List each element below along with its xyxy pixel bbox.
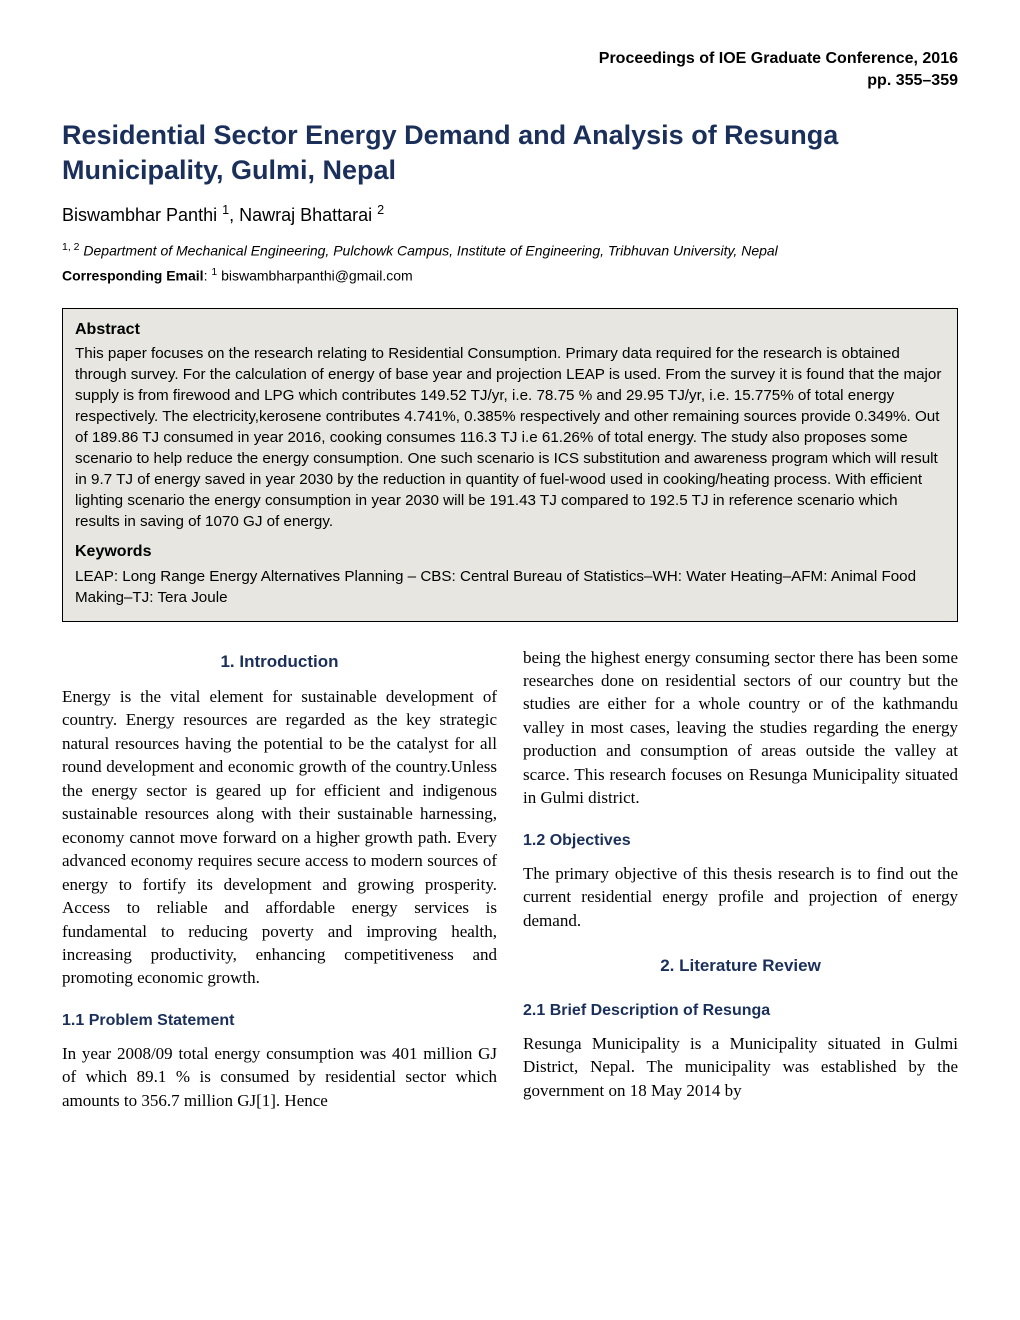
author-sep: , <box>229 205 239 225</box>
left-column: 1. Introduction Energy is the vital elem… <box>62 646 497 1113</box>
author-2-sup: 2 <box>377 203 384 217</box>
authors-line: Biswambhar Panthi 1, Nawraj Bhattarai 2 <box>62 202 958 228</box>
affiliation-text: Department of Mechanical Engineering, Pu… <box>80 243 778 259</box>
column-2-continuation: being the highest energy consuming secto… <box>523 646 958 810</box>
paper-title: Residential Sector Energy Demand and Ana… <box>62 118 958 188</box>
corresponding-label: Corresponding Email <box>62 268 204 284</box>
author-1: Biswambhar Panthi <box>62 205 222 225</box>
affiliation-sup: 1, 2 <box>62 241 80 253</box>
intro-paragraph: Energy is the vital element for sustaina… <box>62 685 497 990</box>
header-meta: Proceedings of IOE Graduate Conference, … <box>62 48 958 92</box>
objectives-paragraph: The primary objective of this thesis res… <box>523 862 958 932</box>
abstract-heading: Abstract <box>75 319 945 341</box>
abstract-box: Abstract This paper focuses on the resea… <box>62 308 958 621</box>
abstract-text: This paper focuses on the research relat… <box>75 344 945 533</box>
proceedings-name: Proceedings of IOE Graduate Conference, … <box>599 50 958 67</box>
keywords-text: LEAP: Long Range Energy Alternatives Pla… <box>75 566 945 609</box>
author-2: Nawraj Bhattarai <box>239 205 377 225</box>
keywords-heading: Keywords <box>75 541 945 563</box>
section-1-1-heading: 1.1 Problem Statement <box>62 1010 497 1032</box>
section-1-2-heading: 1.2 Objectives <box>523 830 958 852</box>
two-column-body: 1. Introduction Energy is the vital elem… <box>62 646 958 1113</box>
corresponding-email: biswambharpanthi@gmail.com <box>217 268 413 284</box>
resunga-paragraph: Resunga Municipality is a Municipality s… <box>523 1032 958 1102</box>
right-column: being the highest energy consuming secto… <box>523 646 958 1113</box>
section-2-1-heading: 2.1 Brief Description of Resunga <box>523 1000 958 1022</box>
corresponding-line: Corresponding Email: 1 biswambharpanthi@… <box>62 265 958 286</box>
page-range: pp. 355–359 <box>867 72 958 89</box>
section-1-heading: 1. Introduction <box>62 650 497 673</box>
problem-statement-paragraph: In year 2008/09 total energy consumption… <box>62 1042 497 1112</box>
section-2-heading: 2. Literature Review <box>523 954 958 977</box>
affiliation-line: 1, 2 Department of Mechanical Engineerin… <box>62 240 958 261</box>
